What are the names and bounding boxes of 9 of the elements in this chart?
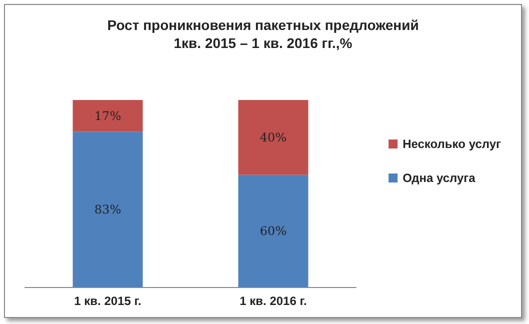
- x-tick-label: 1 кв. 2016 г.: [240, 294, 307, 308]
- chart-title: Рост проникновения пакетных предложений 1кв. 2015 – 1 кв. 2016 гг.,%: [107, 17, 419, 51]
- data-label: 83%: [94, 202, 122, 216]
- legend-label: Несколько услуг: [402, 137, 502, 151]
- x-tick-label: 1 кв. 2015 г.: [74, 294, 142, 308]
- data-label: 60%: [260, 224, 287, 238]
- data-label: 17%: [94, 108, 122, 123]
- legend-label: Одна услуга: [402, 171, 476, 185]
- data-label: 40%: [260, 130, 287, 144]
